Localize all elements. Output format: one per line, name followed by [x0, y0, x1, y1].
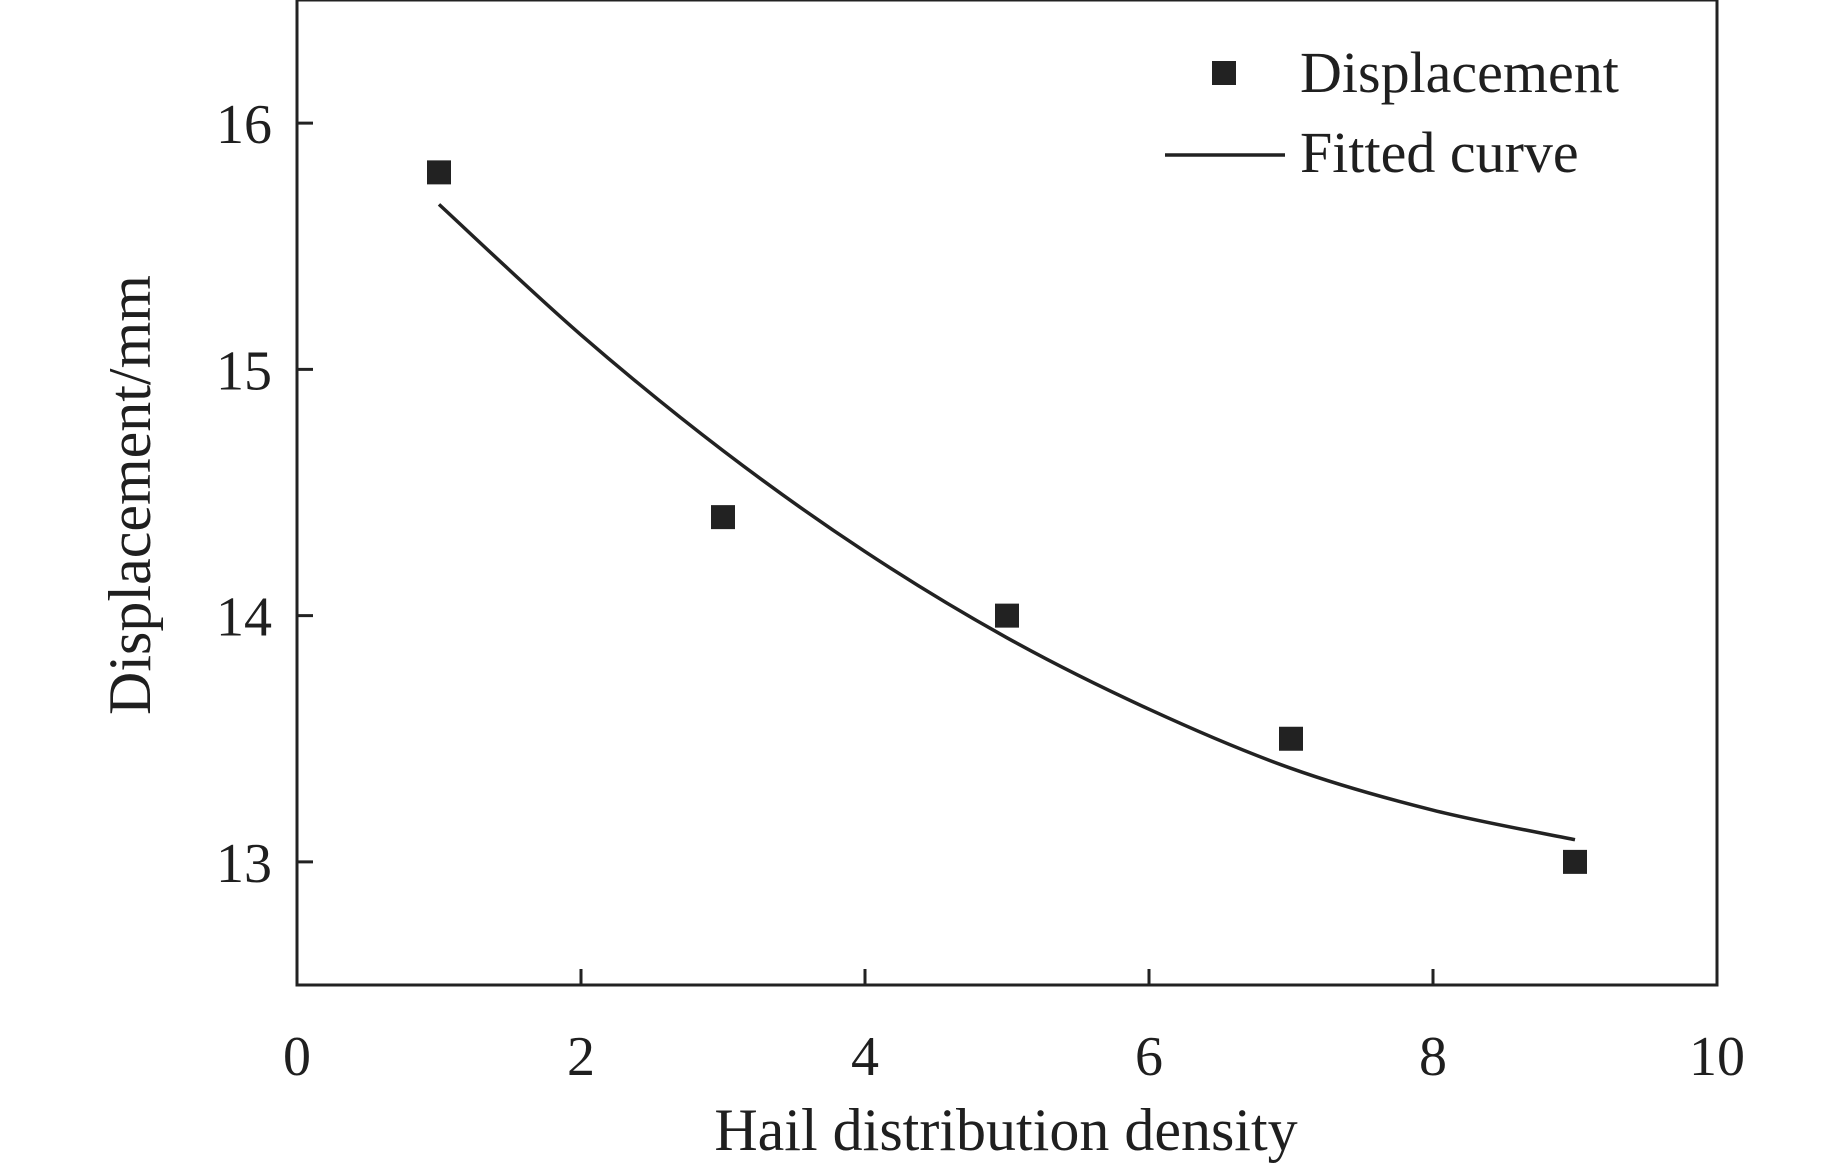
displacement-point	[995, 603, 1019, 628]
displacement-point	[427, 160, 451, 185]
y-tick-label: 15	[216, 340, 272, 402]
y-axis-label: Displacement/mm	[97, 275, 163, 715]
y-tick-label: 14	[216, 587, 272, 649]
x-axis-label: Hail distribution density	[714, 1097, 1297, 1163]
legend-displacement-marker	[1212, 61, 1236, 85]
y-tick-label: 16	[216, 94, 272, 156]
displacement-point	[711, 505, 735, 530]
x-tick-label: 0	[283, 1026, 311, 1088]
y-tick-label: 13	[216, 833, 272, 895]
legend-displacement-label: Displacement	[1300, 40, 1619, 105]
x-tick-label: 6	[1135, 1026, 1163, 1088]
displacement-point	[1563, 849, 1587, 874]
y-axis-ticks: 13 14 15 16	[216, 94, 313, 895]
fitted-curve-line	[437, 203, 1576, 842]
legend-fitted-curve-label: Fitted curve	[1300, 120, 1579, 185]
legend: Displacement Fitted curve	[1165, 40, 1619, 185]
x-axis-ticks: 0 2 4 6 8 10	[283, 969, 1745, 1088]
x-tick-label: 8	[1419, 1026, 1447, 1088]
displacement-point	[1279, 726, 1303, 751]
x-tick-label: 10	[1689, 1026, 1745, 1088]
plot-frame	[295, 0, 1719, 987]
x-tick-label: 2	[567, 1026, 595, 1088]
displacement-markers	[427, 160, 1587, 874]
x-tick-label: 4	[851, 1026, 879, 1088]
